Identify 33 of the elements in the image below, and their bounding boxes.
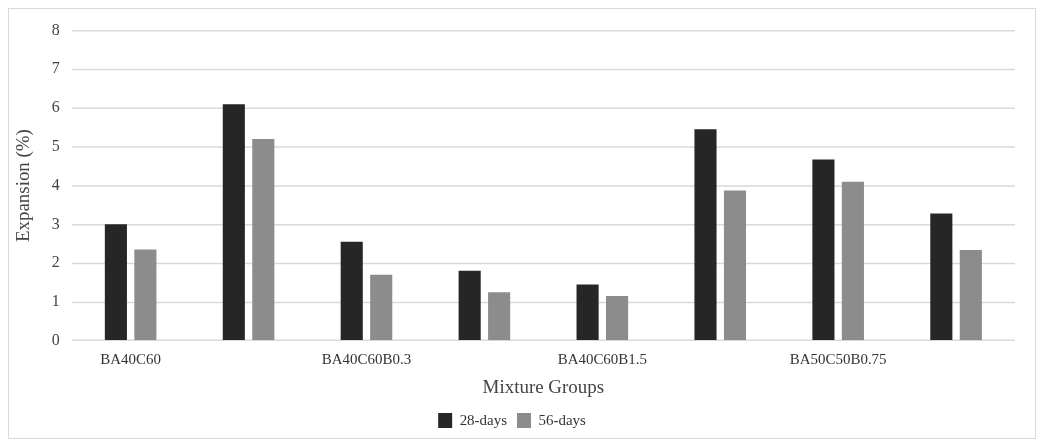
bar [694,129,717,340]
x-tick-label: BA40C60B1.5 [557,351,647,368]
y-tick-label: 6 [51,98,60,116]
x-tick-label: BA50C50B0.75 [789,351,887,368]
legend-label: 28-days [459,411,508,428]
y-tick-label: 0 [51,330,60,348]
bar [488,292,511,340]
bar [930,213,953,340]
y-tick-label: 3 [51,214,60,232]
y-tick-label: 8 [51,20,60,38]
bar [104,224,127,340]
bar [606,296,629,340]
bar [340,241,363,340]
y-tick-label: 1 [51,292,60,310]
y-axis-title: Expansion (%) [12,129,35,242]
bar [959,249,982,340]
bar [370,274,393,340]
bar [458,270,481,340]
y-tick-label: 7 [51,59,60,77]
bar [841,181,864,340]
bar [576,284,599,340]
bar [723,190,747,340]
y-tick-label: 4 [51,175,60,193]
bar [252,139,275,340]
bar [812,159,835,340]
bar [222,104,245,340]
legend-label: 56-days [538,411,587,428]
y-tick-label: 2 [51,253,60,271]
x-axis-title: Mixture Groups [482,375,605,397]
y-tick-label: 5 [51,137,60,154]
x-tick-label: BA40C60B0.3 [321,351,412,368]
x-tick-label: BA40C60 [100,351,161,368]
bar [134,249,157,340]
